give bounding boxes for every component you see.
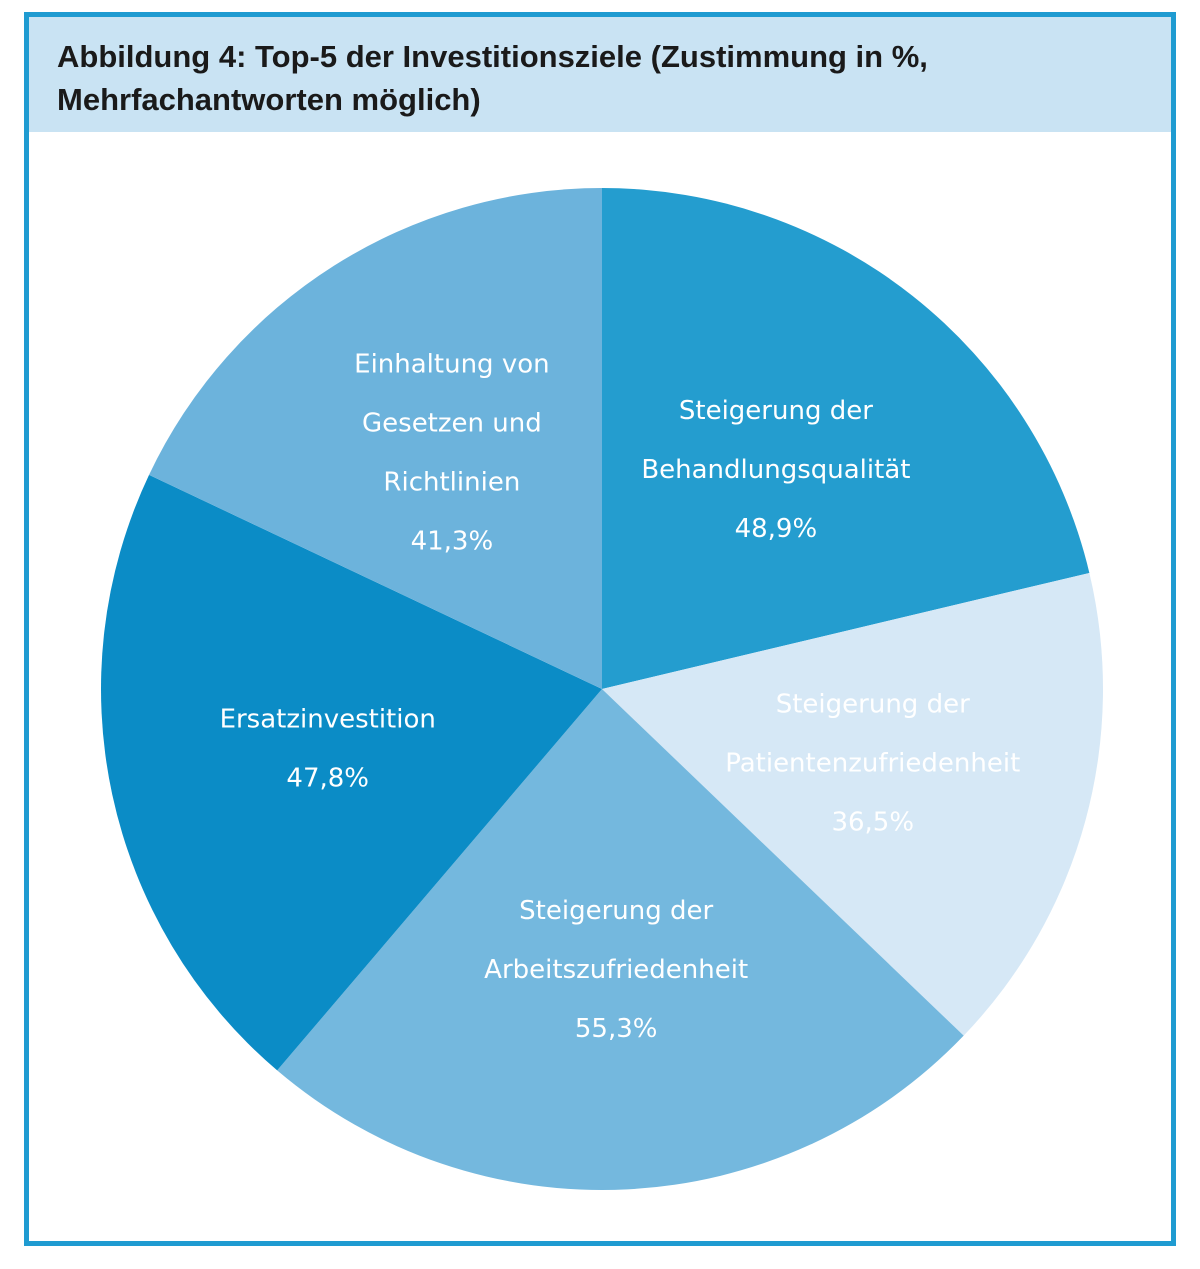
title-line-1: Abbildung 4: Top-5 der Investitionsziele… xyxy=(57,39,928,74)
slice-value-label: 55,3% xyxy=(575,1014,658,1044)
slice-category-label: Steigerung der xyxy=(679,396,873,426)
slice-category-label: Arbeitszufriedenheit xyxy=(484,955,748,985)
title-line-2: Mehrfachantworten möglich) xyxy=(57,82,481,117)
title-bar: Abbildung 4: Top-5 der Investitionsziele… xyxy=(29,17,1171,132)
slice-category-label: Richtlinien xyxy=(383,467,520,497)
slice-category-label: Gesetzen und xyxy=(362,408,542,438)
pie-slice-steigerung-der-arbeitszufriedenheit xyxy=(277,689,964,1190)
slice-category-label: Steigerung der xyxy=(519,896,713,926)
slice-category-label: Behandlungsqualität xyxy=(641,455,910,485)
pie-slice-steigerung-der-behandlungsqualit-t xyxy=(602,188,1090,689)
slice-category-label: Einhaltung von xyxy=(354,349,549,379)
pie-slice-steigerung-der-patientenzufriedenheit xyxy=(602,572,1103,1036)
pie-slice-ersatzinvestition xyxy=(101,474,602,1071)
slice-value-label: 47,8% xyxy=(286,764,369,794)
slice-value-label: 36,5% xyxy=(831,808,914,838)
pie-slice-einhaltung-von-gesetzen-und-richtlinien xyxy=(149,188,603,689)
slice-value-label: 41,3% xyxy=(411,526,494,556)
slice-category-label: Patientenzufriedenheit xyxy=(725,749,1020,779)
slice-category-label: Ersatzinvestition xyxy=(220,705,436,735)
slice-value-label: 48,9% xyxy=(735,514,818,544)
chart-title: Abbildung 4: Top-5 der Investitionsziele… xyxy=(57,35,1147,121)
slice-category-label: Steigerung der xyxy=(776,690,970,720)
